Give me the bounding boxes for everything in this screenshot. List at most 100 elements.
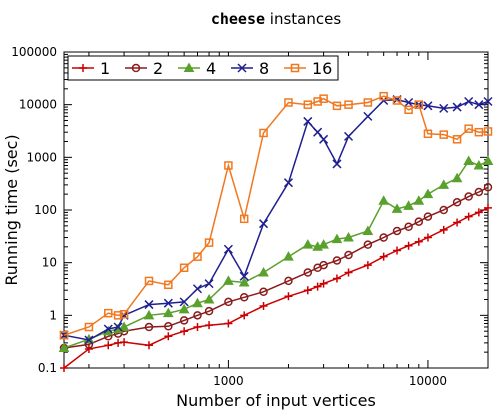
- data-point-1: [319, 279, 328, 288]
- data-point-4: [318, 239, 329, 249]
- data-point-1: [332, 274, 341, 283]
- data-point-1: [379, 252, 388, 261]
- data-point-2: [179, 316, 189, 325]
- data-point-16: [423, 129, 433, 139]
- data-point-1: [205, 321, 214, 330]
- data-point-16: [144, 276, 154, 286]
- data-point-16: [379, 91, 388, 101]
- data-point-16: [464, 124, 473, 133]
- data-point-1: [60, 364, 68, 372]
- data-point-2: [379, 233, 388, 242]
- data-point-1: [423, 233, 432, 242]
- data-point-4: [378, 195, 390, 205]
- data-point-8: [332, 159, 342, 169]
- chart-title-rest: instances: [265, 10, 341, 28]
- data-point-8: [452, 102, 462, 112]
- data-point-2: [224, 297, 233, 307]
- data-point-16: [193, 252, 202, 261]
- data-point-2: [392, 226, 402, 236]
- data-point-8: [239, 271, 249, 281]
- legend-label-16: 16: [312, 59, 332, 78]
- series-line-4: [63, 160, 489, 349]
- data-point-2: [452, 198, 462, 207]
- data-point-2: [414, 217, 424, 226]
- data-point-8: [303, 116, 313, 126]
- chart-title-code: cheese: [211, 10, 265, 28]
- data-point-1: [164, 332, 173, 341]
- data-point-1: [240, 311, 249, 320]
- data-point-8: [144, 300, 154, 310]
- data-point-4: [473, 159, 485, 170]
- legend-label-8: 8: [259, 59, 269, 78]
- data-point-16: [452, 135, 462, 144]
- series-layer: [58, 91, 494, 372]
- data-point-4: [482, 155, 494, 166]
- data-point-4: [413, 195, 425, 205]
- data-point-1: [104, 341, 113, 350]
- series-4: [58, 155, 494, 352]
- data-point-4: [438, 179, 450, 189]
- data-point-16: [104, 308, 113, 318]
- data-point-16: [259, 128, 268, 138]
- data-point-1: [474, 208, 483, 217]
- plot-area: [63, 51, 489, 369]
- data-point-8: [103, 324, 113, 334]
- data-point-8: [113, 322, 123, 332]
- data-point-16: [239, 214, 249, 224]
- data-point-8: [404, 97, 414, 108]
- series-line-2: [63, 186, 489, 349]
- data-point-16: [439, 130, 448, 139]
- data-point-1: [404, 241, 413, 250]
- data-point-4: [223, 275, 234, 285]
- legend-label-1: 1: [100, 59, 110, 78]
- data-point-8: [363, 111, 373, 121]
- data-point-1: [414, 237, 423, 246]
- data-point-1: [193, 323, 202, 332]
- legend-marker-16: [290, 63, 300, 73]
- legend-marker-2: [131, 63, 141, 73]
- data-point-16: [113, 311, 123, 320]
- legend-label-4: 4: [206, 59, 216, 78]
- data-point-2: [144, 322, 154, 332]
- data-point-1: [259, 302, 268, 311]
- data-point-8: [259, 219, 269, 229]
- data-point-16: [363, 98, 373, 107]
- data-point-4: [238, 276, 250, 287]
- series-line-8: [63, 98, 489, 341]
- series-8: [59, 95, 493, 345]
- data-point-2: [474, 187, 484, 197]
- legend-label-2: 2: [153, 59, 163, 78]
- y-tick-label: 1000: [26, 150, 57, 164]
- data-point-16: [332, 101, 342, 111]
- series-16: [59, 91, 493, 340]
- y-tick-label: 1: [49, 308, 57, 322]
- x-tick-label: 10000: [409, 374, 447, 388]
- data-point-16: [84, 322, 94, 332]
- data-point-16: [474, 127, 484, 137]
- data-point-4: [362, 225, 374, 235]
- data-point-2: [164, 322, 173, 331]
- data-point-4: [331, 233, 343, 244]
- data-point-2: [284, 276, 293, 286]
- data-point-16: [392, 96, 402, 105]
- data-point-1: [393, 246, 402, 255]
- data-point-8: [283, 178, 293, 188]
- data-point-2: [344, 250, 353, 260]
- data-point-8: [313, 127, 323, 137]
- data-point-16: [404, 105, 413, 115]
- data-point-2: [483, 183, 493, 192]
- y-tick-label: 100000: [11, 45, 57, 59]
- data-point-16: [344, 100, 353, 109]
- data-point-1: [144, 341, 153, 350]
- data-point-1: [224, 319, 233, 328]
- data-point-4: [162, 307, 174, 318]
- data-point-2: [423, 212, 433, 221]
- data-point-1: [363, 261, 372, 270]
- data-point-4: [391, 203, 403, 213]
- data-point-1: [120, 338, 129, 347]
- data-point-2: [319, 260, 328, 270]
- data-point-16: [204, 238, 214, 247]
- data-point-4: [143, 309, 155, 320]
- data-point-2: [193, 311, 202, 320]
